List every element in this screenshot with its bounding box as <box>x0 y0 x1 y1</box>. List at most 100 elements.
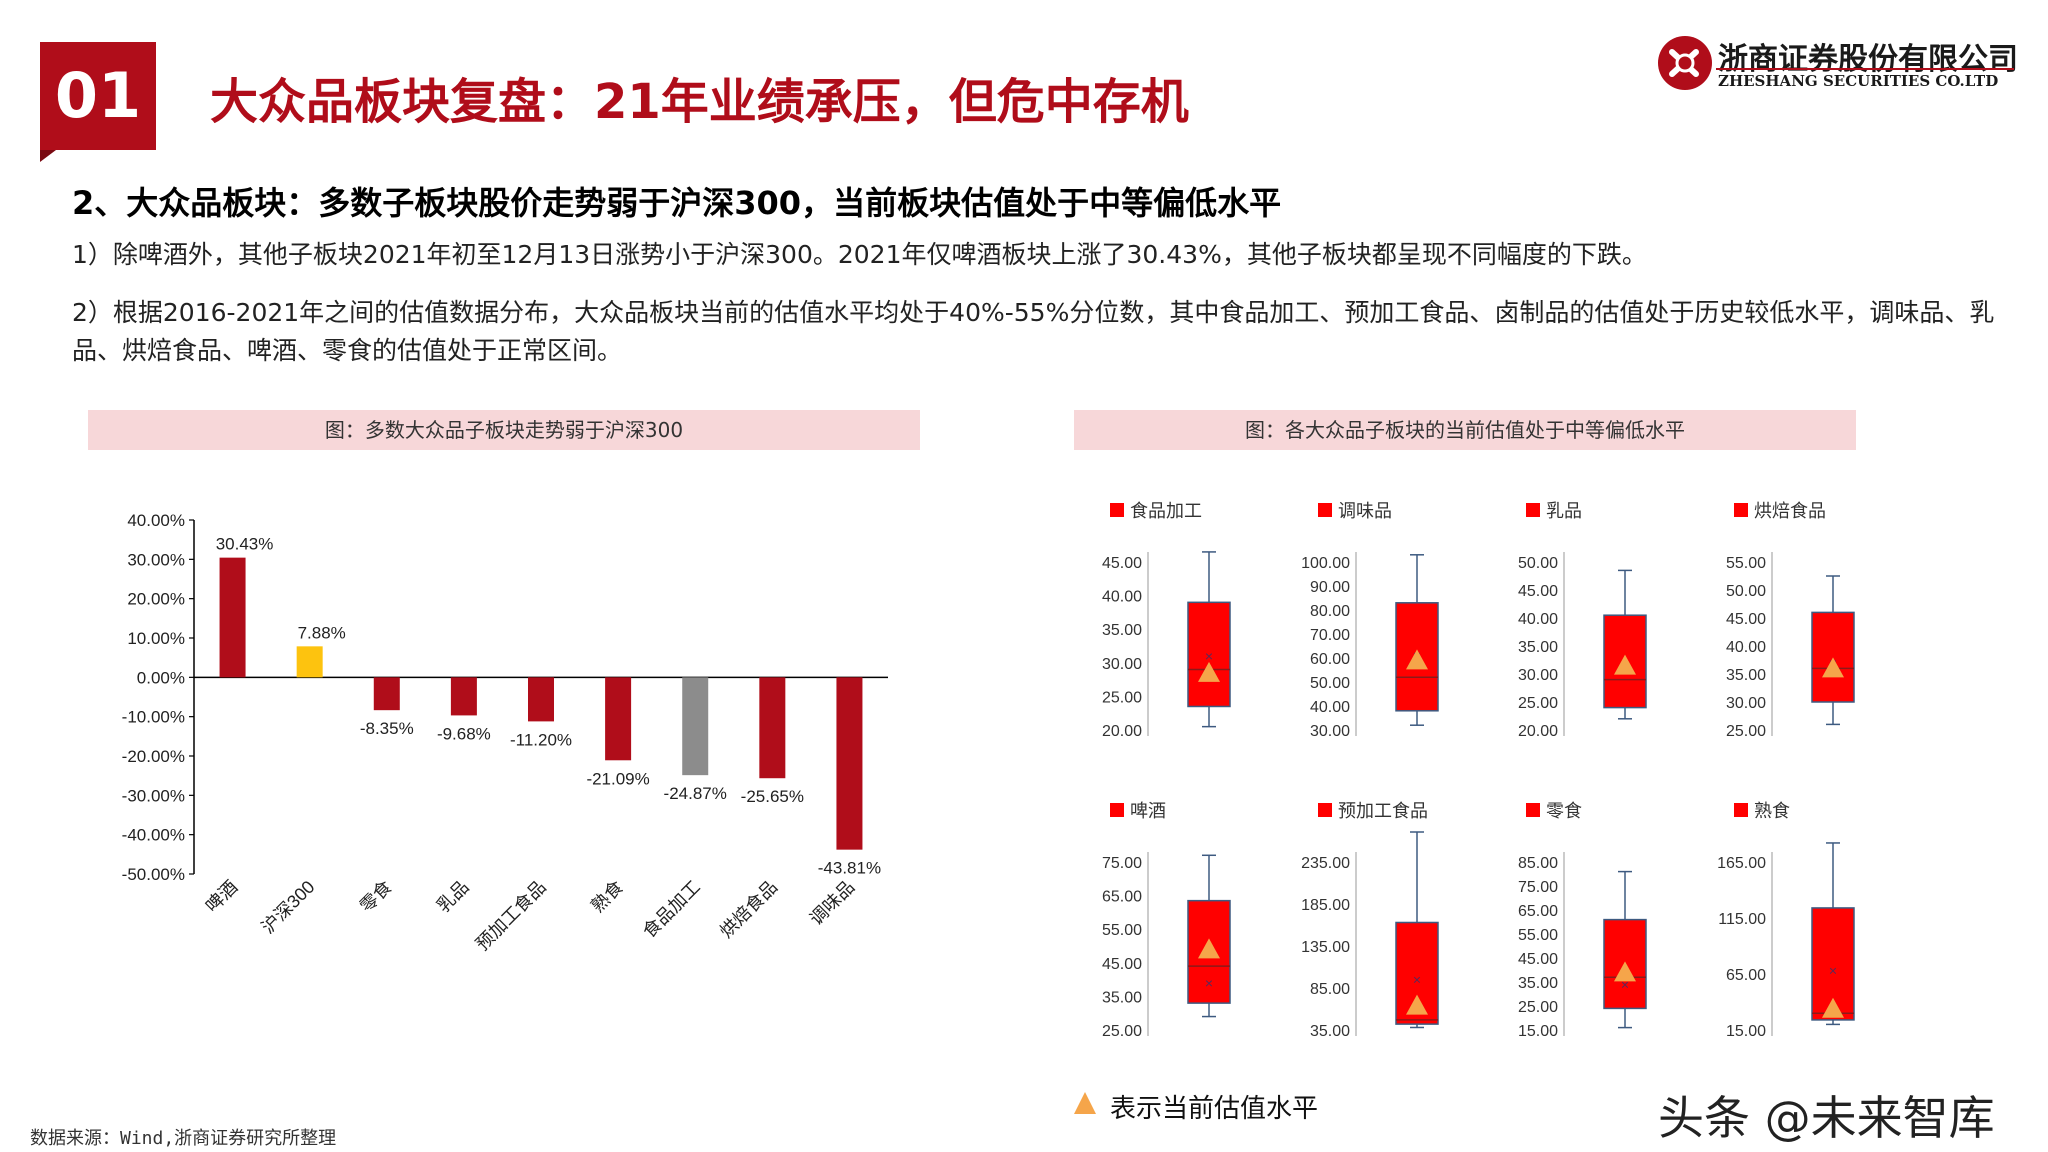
mean-marker: × <box>1205 648 1213 664</box>
panel-tick-label: 80.00 <box>1310 603 1350 620</box>
panel-tick-label: 45.00 <box>1102 956 1142 973</box>
panel-tick-label: 35.00 <box>1726 667 1766 684</box>
current-valuation-marker <box>1614 961 1636 982</box>
panel-tick-label: 35.00 <box>1518 975 1558 992</box>
legend-swatch <box>1110 503 1124 517</box>
panel-tick-label: 40.00 <box>1726 639 1766 656</box>
panel-tick-label: 85.00 <box>1310 981 1350 998</box>
panel-tick-label: 40.00 <box>1102 589 1142 606</box>
bar-烘焙食品 <box>759 677 786 779</box>
y-tick-label: 30.00% <box>127 550 185 569</box>
data-label: -11.20% <box>510 730 572 749</box>
panel-tick-label: 185.00 <box>1301 897 1350 914</box>
panel-tick-label: 30.00 <box>1102 656 1142 673</box>
x-tick-label: 沪深300 <box>258 877 319 938</box>
legend-swatch <box>1734 803 1748 817</box>
legend-label: 乳品 <box>1546 501 1582 521</box>
bar-chart: 40.00% 30.00% 20.00% 10.00% 0.00% -10.00% -20.… <box>122 511 888 955</box>
mean-marker: × <box>1205 975 1213 991</box>
left-chart-caption: 图：多数大众品子板块走势弱于沪深300 <box>88 410 920 450</box>
data-label: -43.81% <box>818 859 881 878</box>
mean-marker: × <box>1829 963 1837 979</box>
bar-零食 <box>373 677 400 711</box>
panel-tick-label: 30.00 <box>1518 667 1558 684</box>
panel-tick-label: 60.00 <box>1310 651 1350 668</box>
legend-swatch <box>1318 803 1332 817</box>
panel-tick-label: 35.00 <box>1518 639 1558 656</box>
panel-tick-label: 25.00 <box>1102 689 1142 706</box>
panel-tick-label: 65.00 <box>1518 903 1558 920</box>
legend-swatch <box>1526 803 1540 817</box>
panel-tick-label: 50.00 <box>1310 675 1350 692</box>
legend-swatch <box>1526 503 1540 517</box>
triangle-marker-icon <box>1074 1092 1096 1114</box>
y-tick-label: 20.00% <box>127 590 185 609</box>
panel-tick-label: 30.00 <box>1310 723 1350 740</box>
current-valuation-marker <box>1822 657 1844 678</box>
x-tick-label: 零食 <box>356 877 396 917</box>
legend-label: 调味品 <box>1338 501 1392 521</box>
panel-tick-label: 35.00 <box>1310 1023 1350 1040</box>
panel-tick-label: 165.00 <box>1717 855 1766 872</box>
current-valuation-marker <box>1822 997 1844 1018</box>
legend-label: 啤酒 <box>1130 801 1166 821</box>
panel-tick-label: 45.00 <box>1726 611 1766 628</box>
panel-tick-label: 65.00 <box>1102 889 1142 906</box>
current-valuation-marker <box>1406 649 1428 670</box>
panel-tick-label: 90.00 <box>1310 579 1350 596</box>
panel-tick-label: 45.00 <box>1518 951 1558 968</box>
box-panel-啤酒: 啤酒 75.00 65.00 55.00 45.00 35.00 25.00 × <box>1102 801 1231 1040</box>
panel-tick-label: 75.00 <box>1102 855 1142 872</box>
bar-乳品 <box>450 677 477 716</box>
panel-tick-label: 25.00 <box>1518 999 1558 1016</box>
section-subtitle: 2、大众品板块：多数子板块股价走势弱于沪深300，当前板块估值处于中等偏低水平 <box>72 184 1282 222</box>
point-2: 2）根据2016-2021年之间的估值数据分布，大众品板块当前的估值水平均处于4… <box>72 298 1995 365</box>
panel-tick-label: 30.00 <box>1726 695 1766 712</box>
y-tick-label: -30.00% <box>122 786 185 805</box>
panel-tick-label: 55.00 <box>1726 555 1766 572</box>
panel-tick-label: 45.00 <box>1102 555 1142 572</box>
panel-tick-label: 85.00 <box>1518 855 1558 872</box>
mean-marker: × <box>1621 976 1629 992</box>
current-valuation-marker <box>1198 661 1220 682</box>
current-valuation-marker <box>1406 994 1428 1015</box>
bar-沪深300 <box>296 646 323 678</box>
data-source: 数据来源：Wind,浙商证券研究所整理 <box>30 1128 337 1149</box>
legend-swatch <box>1110 803 1124 817</box>
panel-tick-label: 75.00 <box>1518 879 1558 896</box>
box-panel-食品加工: 食品加工 45.00 40.00 35.00 30.00 25.00 20.00 × <box>1102 501 1231 740</box>
iqr-box <box>1187 601 1231 708</box>
x-tick-label: 食品加工 <box>639 877 704 942</box>
section-badge-fold <box>40 150 56 162</box>
panel-tick-label: 70.00 <box>1310 627 1350 644</box>
bar-预加工食品 <box>528 677 554 722</box>
legend-swatch <box>1734 503 1748 517</box>
data-label: 30.43% <box>216 535 274 554</box>
data-label: -9.68% <box>437 724 491 743</box>
bar-调味品 <box>836 677 863 850</box>
panel-tick-label: 100.00 <box>1301 555 1350 572</box>
x-tick-label: 乳品 <box>433 877 473 917</box>
legend-swatch <box>1318 503 1332 517</box>
panel-tick-label: 115.00 <box>1718 911 1766 928</box>
bar-熟食 <box>605 677 632 761</box>
y-tick-label: 40.00% <box>127 511 185 530</box>
section-number-badge: 01 <box>40 42 156 150</box>
x-tick-label: 啤酒 <box>202 877 242 917</box>
x-tick-label: 烘焙食品 <box>716 877 781 942</box>
panel-tick-label: 50.00 <box>1518 555 1558 572</box>
panel-tick-label: 25.00 <box>1726 723 1766 740</box>
panel-tick-label: 45.00 <box>1518 583 1558 600</box>
data-label: -21.09% <box>586 769 649 788</box>
y-tick-label: -20.00% <box>122 747 185 766</box>
x-tick-label: 预加工食品 <box>472 877 550 955</box>
x-tick-label: 熟食 <box>587 877 627 917</box>
legend-label: 零食 <box>1546 801 1582 821</box>
panel-tick-label: 235.00 <box>1301 855 1350 872</box>
box-panel-零食: 零食 85.00 75.00 65.00 55.00 45.00 35.00 25.00 15.… <box>1518 801 1647 1040</box>
legend-label: 食品加工 <box>1130 501 1202 521</box>
legend-current-valuation: 表示当前估值水平 <box>1110 1094 1319 1124</box>
box-panel-熟食: 熟食 165.00 115.00 65.00 15.00 × <box>1717 801 1855 1040</box>
box-panel-预加工食品: 预加工食品 235.00 185.00 135.00 85.00 35.00 × <box>1301 801 1439 1040</box>
